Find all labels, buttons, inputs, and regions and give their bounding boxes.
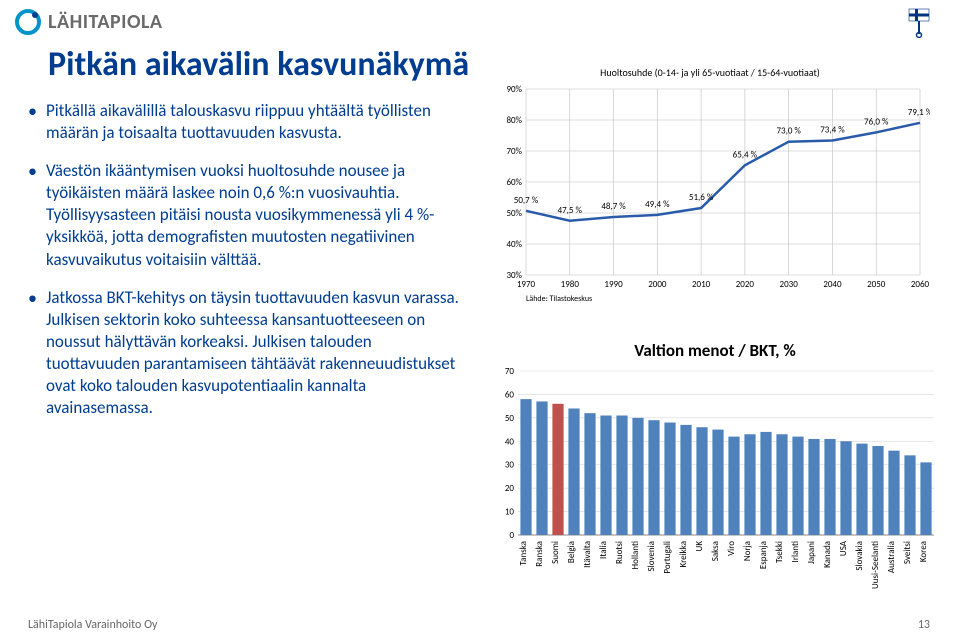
bullet-text: Pitkällä aikavälillä talouskasvu riippuu… bbox=[46, 100, 431, 143]
svg-text:2030: 2030 bbox=[780, 279, 799, 290]
svg-text:Sveitsi: Sveitsi bbox=[902, 541, 913, 564]
svg-text:Ranska: Ranska bbox=[534, 541, 545, 567]
svg-text:50: 50 bbox=[505, 413, 515, 424]
bullet-text: Jatkossa BKT-kehitys on täysin tuottavuu… bbox=[46, 287, 459, 418]
dependency-ratio-chart: Huoltosuhde (0-14- ja yli 65-vuotiaat / … bbox=[490, 66, 930, 306]
svg-text:Japani: Japani bbox=[806, 541, 817, 564]
svg-text:2060: 2060 bbox=[911, 279, 930, 290]
svg-text:Lähde: Tilastokeskus: Lähde: Tilastokeskus bbox=[526, 294, 592, 303]
svg-text:UK: UK bbox=[694, 541, 705, 552]
svg-text:Belgia: Belgia bbox=[566, 541, 577, 563]
govt-spending-chart: Valtion menot / BKT, % 0 10 20 30 40 50 60 70 Ta… bbox=[490, 340, 940, 600]
chart1-title: Huoltosuhde (0-14- ja yli 65-vuotiaat / … bbox=[490, 66, 930, 79]
svg-text:70: 70 bbox=[505, 367, 515, 377]
svg-text:Norja: Norja bbox=[742, 541, 753, 561]
svg-text:USA: USA bbox=[838, 540, 849, 556]
bullet-item: Pitkällä aikavälillä talouskasvu riippuu… bbox=[28, 100, 468, 144]
svg-text:50,7 %: 50,7 % bbox=[514, 195, 539, 206]
footer-text: LähiTapiola Varainhoito Oy bbox=[28, 618, 157, 632]
svg-text:Kreikka: Kreikka bbox=[678, 541, 689, 567]
svg-text:Portugali: Portugali bbox=[662, 541, 673, 574]
svg-text:0: 0 bbox=[509, 530, 514, 541]
page-title: Pitkän aikavälin kasvunäkymä bbox=[48, 44, 469, 85]
bullet-item: Väestön ikääntymisen vuoksi huoltosuhde … bbox=[28, 160, 468, 270]
svg-text:2000: 2000 bbox=[648, 279, 667, 290]
brand-name: LÄHITAPIOLA bbox=[48, 10, 163, 34]
svg-text:Australia: Australia bbox=[886, 541, 897, 573]
svg-text:70%: 70% bbox=[506, 146, 522, 157]
svg-text:40: 40 bbox=[505, 436, 515, 447]
svg-text:76,0 %: 76,0 % bbox=[864, 116, 889, 127]
svg-text:Viro: Viro bbox=[726, 541, 737, 556]
svg-text:Hollanti: Hollanti bbox=[630, 541, 641, 569]
svg-text:79,1 %: 79,1 % bbox=[908, 107, 930, 118]
svg-text:49,4 %: 49,4 % bbox=[645, 199, 670, 210]
svg-text:50%: 50% bbox=[506, 208, 522, 219]
svg-text:Tsekki: Tsekki bbox=[774, 541, 785, 563]
svg-text:73,4 %: 73,4 % bbox=[820, 124, 845, 135]
svg-text:30: 30 bbox=[505, 460, 515, 471]
page-number: 13 bbox=[918, 618, 930, 632]
svg-text:Tanska: Tanska bbox=[518, 541, 529, 566]
svg-text:1990: 1990 bbox=[604, 279, 623, 290]
svg-text:2020: 2020 bbox=[736, 279, 755, 290]
svg-text:Ruotsi: Ruotsi bbox=[614, 541, 625, 564]
bullet-list: Pitkällä aikavälillä talouskasvu riippuu… bbox=[28, 100, 468, 435]
svg-text:Suomi: Suomi bbox=[550, 541, 561, 564]
chart2-title: Valtion menot / BKT, % bbox=[490, 340, 940, 361]
svg-text:10: 10 bbox=[505, 507, 515, 518]
svg-text:80%: 80% bbox=[506, 115, 522, 126]
svg-text:90%: 90% bbox=[506, 84, 522, 95]
bullet-text: Väestön ikääntymisen vuoksi huoltosuhde … bbox=[46, 160, 434, 269]
svg-text:2010: 2010 bbox=[692, 279, 711, 290]
svg-text:1970: 1970 bbox=[517, 279, 536, 290]
bullet-item: Jatkossa BKT-kehitys on täysin tuottavuu… bbox=[28, 287, 468, 420]
svg-text:Italia: Italia bbox=[598, 541, 609, 559]
svg-text:2050: 2050 bbox=[867, 279, 886, 290]
svg-text:47,5 %: 47,5 % bbox=[558, 205, 583, 216]
svg-text:1980: 1980 bbox=[561, 279, 580, 290]
finland-key-icon bbox=[908, 8, 930, 38]
header: LÄHITAPIOLA bbox=[14, 8, 163, 36]
svg-text:65,4 %: 65,4 % bbox=[733, 149, 758, 160]
svg-text:60%: 60% bbox=[506, 177, 522, 188]
svg-text:48,7 %: 48,7 % bbox=[601, 201, 626, 212]
svg-text:Slovenia: Slovenia bbox=[646, 541, 657, 571]
svg-text:73,0 %: 73,0 % bbox=[776, 126, 801, 137]
svg-text:Uusi-Seelanti: Uusi-Seelanti bbox=[870, 541, 881, 589]
chart1-svg: 30%40%50%60%70%80%90%1970198019902000201… bbox=[490, 83, 930, 303]
svg-text:Korea: Korea bbox=[918, 541, 929, 562]
svg-text:Irlanti: Irlanti bbox=[790, 541, 801, 562]
svg-text:60: 60 bbox=[505, 389, 515, 400]
svg-text:51,6 %: 51,6 % bbox=[689, 192, 714, 203]
svg-text:2040: 2040 bbox=[823, 279, 842, 290]
svg-text:Itävalta: Itävalta bbox=[582, 541, 593, 568]
chart2-svg: 0 10 20 30 40 50 60 70 Tanska Ranska Suomi Belgia It… bbox=[490, 367, 940, 607]
svg-text:Slovakia: Slovakia bbox=[854, 541, 865, 571]
logo-icon bbox=[14, 8, 42, 36]
svg-text:20: 20 bbox=[505, 483, 515, 494]
svg-text:Saksa: Saksa bbox=[710, 541, 721, 561]
svg-text:Kanada: Kanada bbox=[822, 541, 833, 568]
svg-text:Espanja: Espanja bbox=[758, 541, 769, 569]
svg-text:40%: 40% bbox=[506, 239, 522, 250]
